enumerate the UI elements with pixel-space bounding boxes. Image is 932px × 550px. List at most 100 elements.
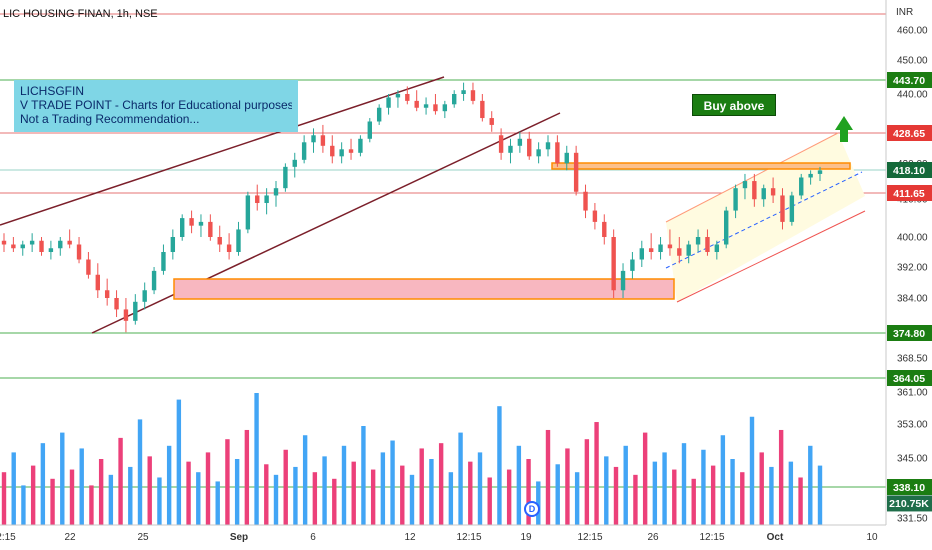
price-tag bbox=[887, 125, 932, 141]
candle bbox=[86, 252, 91, 279]
candle bbox=[555, 135, 560, 167]
candle bbox=[330, 135, 335, 164]
supply-demand-zones bbox=[173, 162, 851, 300]
candle bbox=[386, 94, 391, 115]
volume-bar bbox=[283, 449, 288, 525]
volume-bar bbox=[662, 452, 667, 525]
breakout-arrow-icon bbox=[835, 116, 853, 142]
candle bbox=[489, 111, 494, 132]
volume-bar bbox=[769, 466, 774, 525]
volume-bar bbox=[487, 477, 492, 525]
volume-bar bbox=[89, 485, 94, 525]
up-arrow-icon bbox=[835, 116, 853, 142]
dividend-badge[interactable]: D bbox=[524, 501, 540, 517]
volume-bar bbox=[798, 477, 803, 525]
volume-bar bbox=[526, 459, 531, 525]
candle bbox=[583, 184, 588, 219]
volume-bar bbox=[477, 452, 483, 525]
y-tick-label: 440.00 bbox=[897, 90, 928, 101]
candle bbox=[20, 240, 25, 256]
candle bbox=[273, 181, 279, 207]
price-tag-label: 418.10 bbox=[893, 165, 925, 177]
volume-bar bbox=[613, 466, 619, 525]
candle bbox=[236, 221, 241, 256]
volume-bar bbox=[652, 461, 658, 525]
candle bbox=[705, 229, 710, 256]
candle bbox=[301, 135, 307, 164]
candle bbox=[395, 90, 401, 108]
volume-bar bbox=[458, 432, 463, 525]
candle bbox=[470, 82, 476, 105]
price-tag bbox=[887, 162, 932, 178]
volume-bar bbox=[788, 461, 794, 525]
volume-bar bbox=[166, 445, 172, 525]
volume-bar bbox=[69, 469, 75, 525]
volume-bar bbox=[642, 432, 648, 525]
candle bbox=[770, 177, 776, 204]
x-tick-label: 12:15 bbox=[577, 532, 602, 543]
volume-bar bbox=[468, 461, 473, 525]
volume-bar bbox=[312, 472, 318, 525]
candle bbox=[620, 263, 626, 298]
candle bbox=[161, 244, 166, 275]
x-tick-label: Sep bbox=[230, 532, 248, 543]
candle bbox=[180, 214, 185, 241]
note-symbol: LICHSGFIN bbox=[20, 84, 85, 98]
volume-bar bbox=[264, 464, 269, 525]
candle bbox=[39, 237, 44, 256]
volume-bar bbox=[584, 439, 590, 525]
candle bbox=[808, 170, 813, 185]
price-level-tags: 443.70 428.65 418.10 411.65 374.80 364.05 338.… bbox=[887, 72, 932, 512]
candle bbox=[527, 131, 532, 160]
disclaimer-note: LICHSGFIN V TRADE POINT - Charts for Edu… bbox=[14, 80, 298, 132]
candle bbox=[255, 184, 260, 211]
volume-bar bbox=[574, 472, 580, 525]
volume-bar bbox=[108, 474, 114, 525]
candle bbox=[667, 229, 673, 256]
y-tick-label: 392.00 bbox=[897, 263, 928, 274]
candle bbox=[648, 233, 654, 260]
x-tick-label: 26 bbox=[647, 532, 659, 543]
candle bbox=[799, 173, 804, 200]
candle bbox=[358, 135, 363, 157]
price-tag bbox=[887, 370, 932, 386]
candle bbox=[151, 267, 157, 295]
volume-bar bbox=[759, 452, 764, 525]
volume-bars bbox=[1, 393, 823, 525]
candle bbox=[545, 135, 551, 157]
y-tick-label: 450.00 bbox=[897, 56, 928, 67]
y-tick-label: 368.50 bbox=[897, 354, 928, 365]
note-disclaimer: V TRADE POINT - Charts for Educational p… bbox=[20, 98, 292, 112]
x-tick-label: Oct bbox=[767, 532, 784, 543]
volume-bar bbox=[196, 472, 201, 525]
time-axis[interactable]: 2:15 22 25 Sep 6 12 12:15 19 12:15 26 12:15 Oct 10 bbox=[0, 532, 878, 543]
x-tick-label: 12:15 bbox=[456, 532, 481, 543]
volume-bar bbox=[623, 445, 628, 525]
candle bbox=[133, 294, 138, 325]
volume-bar bbox=[409, 474, 415, 525]
y-tick-label: 400.00 bbox=[897, 233, 928, 244]
candle bbox=[142, 282, 147, 310]
candle bbox=[405, 86, 410, 105]
candle bbox=[245, 191, 251, 234]
volume-bar bbox=[157, 477, 162, 525]
volume-bar bbox=[808, 445, 813, 525]
candle bbox=[602, 214, 607, 245]
y-tick-label: 353.00 bbox=[897, 420, 928, 431]
candle bbox=[311, 128, 316, 153]
candle bbox=[686, 240, 691, 264]
x-tick-label: 2:15 bbox=[0, 532, 16, 543]
candle bbox=[198, 214, 204, 237]
candle bbox=[630, 252, 635, 279]
volume-bar bbox=[710, 465, 716, 525]
volume-bar bbox=[79, 448, 84, 525]
candle bbox=[217, 225, 222, 252]
buy-signal-label: Buy above 421 bbox=[692, 94, 776, 135]
candle bbox=[48, 240, 54, 260]
candle bbox=[433, 94, 438, 115]
candle bbox=[536, 142, 541, 164]
volume-bar bbox=[604, 456, 609, 525]
candle bbox=[170, 229, 176, 260]
volume-bar bbox=[302, 435, 308, 525]
